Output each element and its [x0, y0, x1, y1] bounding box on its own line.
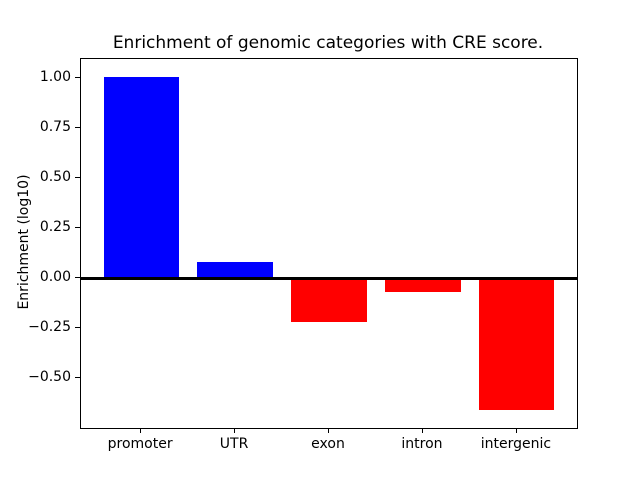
x-tick-label-exon: exon: [311, 436, 345, 452]
y-tick-mark: [75, 77, 80, 79]
y-tick-label: −0.25: [28, 318, 71, 335]
y-tick-mark: [75, 177, 80, 179]
y-axis-label: Enrichment (log10): [16, 174, 32, 310]
x-tick-label-intron: intron: [401, 436, 443, 452]
x-tick-mark: [234, 428, 236, 433]
bar-UTR: [197, 262, 273, 279]
y-tick-mark: [75, 326, 80, 328]
x-tick-mark: [328, 428, 329, 433]
y-tick-label: −0.50: [28, 368, 71, 385]
x-tick-mark: [515, 428, 517, 433]
x-tick-label-promoter: promoter: [107, 436, 173, 452]
y-tick-label: 0.00: [39, 268, 71, 285]
y-tick-mark: [75, 227, 80, 229]
bar-exon: [291, 278, 367, 323]
zero-line: [81, 277, 577, 280]
y-tick-label: 0.50: [39, 169, 71, 186]
y-tick-mark: [75, 376, 80, 378]
y-tick-label: 0.75: [39, 119, 71, 136]
x-tick-label-UTR: UTR: [219, 436, 249, 452]
chart-title: Enrichment of genomic categories with CR…: [112, 33, 544, 53]
bar-promoter: [103, 76, 179, 279]
y-tick-mark: [75, 127, 80, 129]
y-tick-label: 0.25: [39, 219, 71, 236]
y-tick-label: 1.00: [39, 69, 71, 86]
bar-intron: [385, 278, 461, 293]
y-tick-mark: [75, 276, 80, 278]
bar-intergenic: [479, 278, 555, 411]
x-tick-mark: [140, 428, 142, 433]
x-tick-label-intergenic: intergenic: [480, 436, 552, 452]
plot-area: [80, 58, 578, 429]
x-tick-mark: [421, 428, 423, 433]
